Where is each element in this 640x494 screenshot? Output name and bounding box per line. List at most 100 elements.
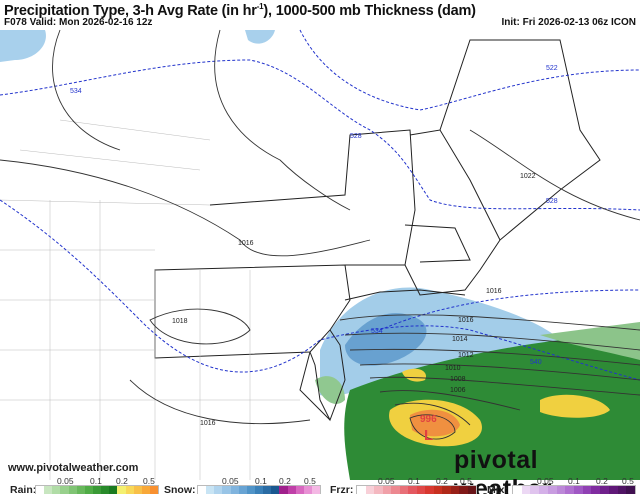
legend-color-swatch: [246, 486, 255, 494]
brand-logo: pivotal weather: [454, 446, 552, 494]
snow-area: [320, 287, 560, 397]
legend-tick: 0.1: [255, 476, 267, 486]
legend-color-swatch: [374, 486, 383, 494]
legend-tick: 0.05: [222, 476, 239, 486]
legend-color-swatch: [263, 486, 272, 494]
thickness-label: 522: [546, 65, 558, 72]
legend-color-swatch: [92, 486, 102, 494]
legend-rain-scale: [35, 485, 159, 494]
isobar-label: 1016: [238, 240, 254, 247]
borders: [154, 39, 601, 422]
legend-color-swatch: [214, 486, 223, 494]
legend-color-swatch: [198, 486, 207, 494]
contour-labels: 534 528 522 528 534 540 1022 1016 1018 1…: [70, 65, 558, 444]
legend-color-swatch: [109, 486, 118, 494]
legend-color-swatch: [230, 486, 239, 494]
legend-color-swatch: [574, 486, 583, 494]
legend-rain-label: Rain:: [10, 484, 37, 494]
legend-color-swatch: [60, 486, 69, 494]
legend-color-swatch: [303, 486, 312, 494]
rain-heavy-2: [540, 394, 610, 418]
legend-color-swatch: [582, 486, 592, 494]
legend-tick: 0.1: [408, 476, 420, 486]
legend-color-swatch: [399, 486, 408, 494]
legend-color-swatch: [36, 486, 45, 494]
legend-tick: 0.05: [57, 476, 74, 486]
legend-tick: 0.5: [460, 476, 472, 486]
legend-color-swatch: [565, 486, 575, 494]
legend-color-swatch: [600, 486, 609, 494]
legend-color-swatch: [521, 486, 531, 494]
legend-color-swatch: [547, 486, 557, 494]
rain-area: [344, 330, 640, 480]
legend-color-swatch: [287, 486, 296, 494]
legend-color-swatch: [149, 486, 159, 494]
legend-color-swatch: [467, 486, 476, 494]
legend-color-swatch: [408, 486, 417, 494]
low-pressure-value: 996: [420, 414, 437, 425]
thickness-label: 534: [371, 328, 383, 335]
legend-frzr-label: Frzr:: [330, 484, 354, 494]
isobar-label: 1018: [172, 318, 188, 325]
legend-color-swatch: [382, 486, 391, 494]
isobar-label: 1014: [452, 336, 468, 343]
valid-time: F078 Valid: Mon 2026-02-16 12z: [4, 17, 153, 28]
legend-color-swatch: [141, 486, 150, 494]
legend-tick: 0.05: [378, 476, 395, 486]
legend-color-swatch: [539, 486, 548, 494]
legend-color-swatch: [238, 486, 247, 494]
legend-color-swatch: [425, 486, 434, 494]
legend-tick: 0.2: [116, 476, 128, 486]
snow-n: [245, 30, 275, 44]
legend-tick: 0.5: [622, 476, 634, 486]
legend-color-swatch: [206, 486, 215, 494]
legend-color-swatch: [68, 486, 77, 494]
legend-color-swatch: [416, 486, 425, 494]
legend-color-swatch: [254, 486, 264, 494]
legend-mix-label: Mix:: [487, 484, 508, 494]
legend-color-swatch: [222, 486, 231, 494]
legend-color-swatch: [76, 486, 85, 494]
rain-light: [540, 322, 640, 360]
legend-color-swatch: [133, 486, 142, 494]
legend-color-swatch: [591, 486, 601, 494]
thickness-label: 540: [530, 359, 542, 366]
legend-color-swatch: [279, 486, 288, 494]
isobar-label: 1006: [450, 387, 466, 394]
isobar-label: 1010: [445, 365, 461, 372]
rain-coastal: [315, 376, 345, 404]
county-lines: [0, 119, 300, 480]
legend-tick: 0.2: [279, 476, 291, 486]
legend-color-swatch: [450, 486, 459, 494]
legend-color-swatch: [433, 486, 442, 494]
legend-color-swatch: [617, 486, 627, 494]
legend-mix-scale: [512, 485, 636, 494]
legend-color-swatch: [271, 486, 280, 494]
legend-color-swatch: [101, 486, 110, 494]
legend-snow-scale: [197, 485, 321, 494]
snow-nw: [0, 30, 46, 62]
isobar-label: 1016: [200, 420, 216, 427]
precip-legend: Rain: Snow: Frzr: Mix: 0.05 0.1 0.2 0.5 …: [0, 476, 640, 494]
legend-color-swatch: [357, 486, 366, 494]
thickness-label: 528: [350, 133, 362, 140]
legend-color-swatch: [608, 486, 618, 494]
watermark-url: www.pivotalweather.com: [8, 462, 139, 474]
legend-tick: 0.1: [90, 476, 102, 486]
init-time: Init: Fri 2026-02-13 06z ICON: [501, 17, 637, 28]
map-title: Precipitation Type, 3-h Avg Rate (in hr-…: [4, 2, 476, 19]
isobar-label: 1022: [520, 173, 536, 180]
legend-color-swatch: [311, 486, 321, 494]
thickness-contours: [0, 29, 640, 381]
legend-tick: 0.2: [436, 476, 448, 486]
legend-color-swatch: [365, 486, 374, 494]
precip-shading: [0, 30, 640, 480]
legend-color-swatch: [556, 486, 566, 494]
legend-tick: 0.1: [568, 476, 580, 486]
map-canvas: 534 528 522 528 534 540 1022 1016 1018 1…: [0, 29, 640, 480]
legend-color-swatch: [125, 486, 134, 494]
isobar-label: 1016: [458, 317, 474, 324]
legend-color-swatch: [459, 486, 468, 494]
rain-heavy-core: [410, 409, 460, 437]
